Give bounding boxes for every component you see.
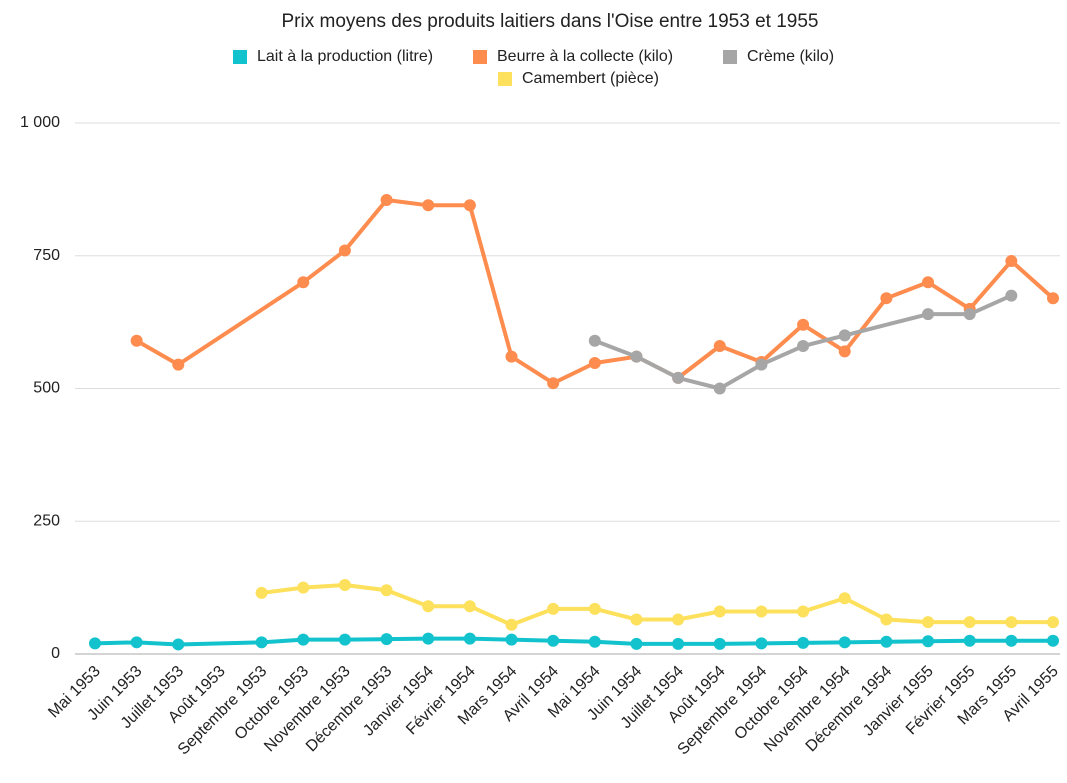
data-point: [547, 634, 560, 647]
data-point: [922, 276, 935, 289]
data-point: [130, 636, 143, 649]
data-point: [880, 635, 893, 648]
series-line: [594, 293, 1013, 391]
data-point: [1047, 634, 1059, 647]
data-point: [422, 600, 435, 613]
legend-label: Crème (kilo): [747, 48, 834, 65]
data-point: [838, 636, 851, 649]
data-point: [463, 600, 476, 613]
data-point: [922, 616, 935, 629]
data-point: [963, 308, 976, 321]
data-point: [922, 308, 935, 321]
data-point: [505, 618, 518, 631]
data-point: [838, 345, 851, 358]
data-point: [630, 350, 643, 363]
data-point: [713, 605, 726, 618]
data-point: [713, 637, 726, 650]
data-point: [797, 636, 810, 649]
x-tick-label: Octobre 1954: [731, 663, 812, 744]
series-line: [135, 197, 1055, 386]
data-point: [755, 358, 768, 371]
y-tick-label: 250: [33, 512, 60, 529]
legend-swatch: [498, 72, 512, 86]
data-point: [297, 633, 310, 646]
data-point: [713, 340, 726, 353]
data-point: [505, 350, 518, 363]
data-point: [1005, 616, 1018, 629]
legend-swatch: [723, 50, 737, 64]
data-point: [797, 318, 810, 331]
data-point: [422, 199, 435, 212]
data-point: [547, 377, 560, 390]
data-point: [588, 635, 601, 648]
data-point: [172, 638, 185, 651]
x-tick-label: Octobre 1953: [232, 663, 313, 744]
data-point: [422, 632, 435, 645]
data-point: [588, 334, 601, 347]
data-point: [505, 633, 518, 646]
data-point: [797, 605, 810, 618]
y-tick-label: 750: [33, 247, 60, 264]
data-point: [338, 244, 351, 257]
data-point: [255, 636, 268, 649]
data-point: [672, 371, 685, 384]
data-point: [588, 602, 601, 615]
data-point: [130, 334, 143, 347]
data-point: [963, 634, 976, 647]
data-point: [1047, 292, 1059, 305]
data-point: [255, 586, 268, 599]
data-point: [838, 592, 851, 605]
data-point: [588, 357, 601, 370]
data-point: [1047, 616, 1059, 629]
data-point: [463, 199, 476, 212]
data-point: [713, 382, 726, 395]
data-point: [630, 637, 643, 650]
legend-label: Lait à la production (litre): [257, 48, 433, 65]
y-tick-label: 1 000: [20, 114, 60, 131]
legend-label: Camembert (pièce): [522, 70, 659, 87]
data-point: [380, 584, 393, 597]
legend-label: Beurre à la collecte (kilo): [497, 48, 673, 65]
legend-swatch: [473, 50, 487, 64]
y-tick-label: 0: [51, 645, 60, 662]
data-point: [380, 633, 393, 646]
data-point: [963, 616, 976, 629]
data-point: [672, 637, 685, 650]
series-line: [94, 636, 1053, 647]
data-point: [297, 581, 310, 594]
data-point: [547, 602, 560, 615]
series-line: [261, 582, 1053, 627]
data-point: [380, 193, 393, 206]
data-point: [755, 637, 768, 650]
data-point: [755, 605, 768, 618]
data-point: [922, 635, 935, 648]
y-tick-label: 500: [33, 380, 60, 397]
data-point: [1005, 255, 1018, 268]
data-point: [89, 637, 101, 650]
data-point: [838, 329, 851, 342]
data-point: [463, 632, 476, 645]
legend-swatch: [233, 50, 247, 64]
data-point: [338, 633, 351, 646]
data-point: [172, 358, 185, 371]
data-point: [880, 292, 893, 305]
data-point: [630, 613, 643, 626]
data-point: [880, 613, 893, 626]
data-point: [1005, 634, 1018, 647]
data-point: [672, 613, 685, 626]
data-point: [797, 340, 810, 353]
chart-title: Prix moyens des produits laitiers dans l…: [282, 11, 819, 32]
data-point: [297, 276, 310, 289]
data-point: [1005, 289, 1018, 302]
data-point: [338, 578, 351, 591]
